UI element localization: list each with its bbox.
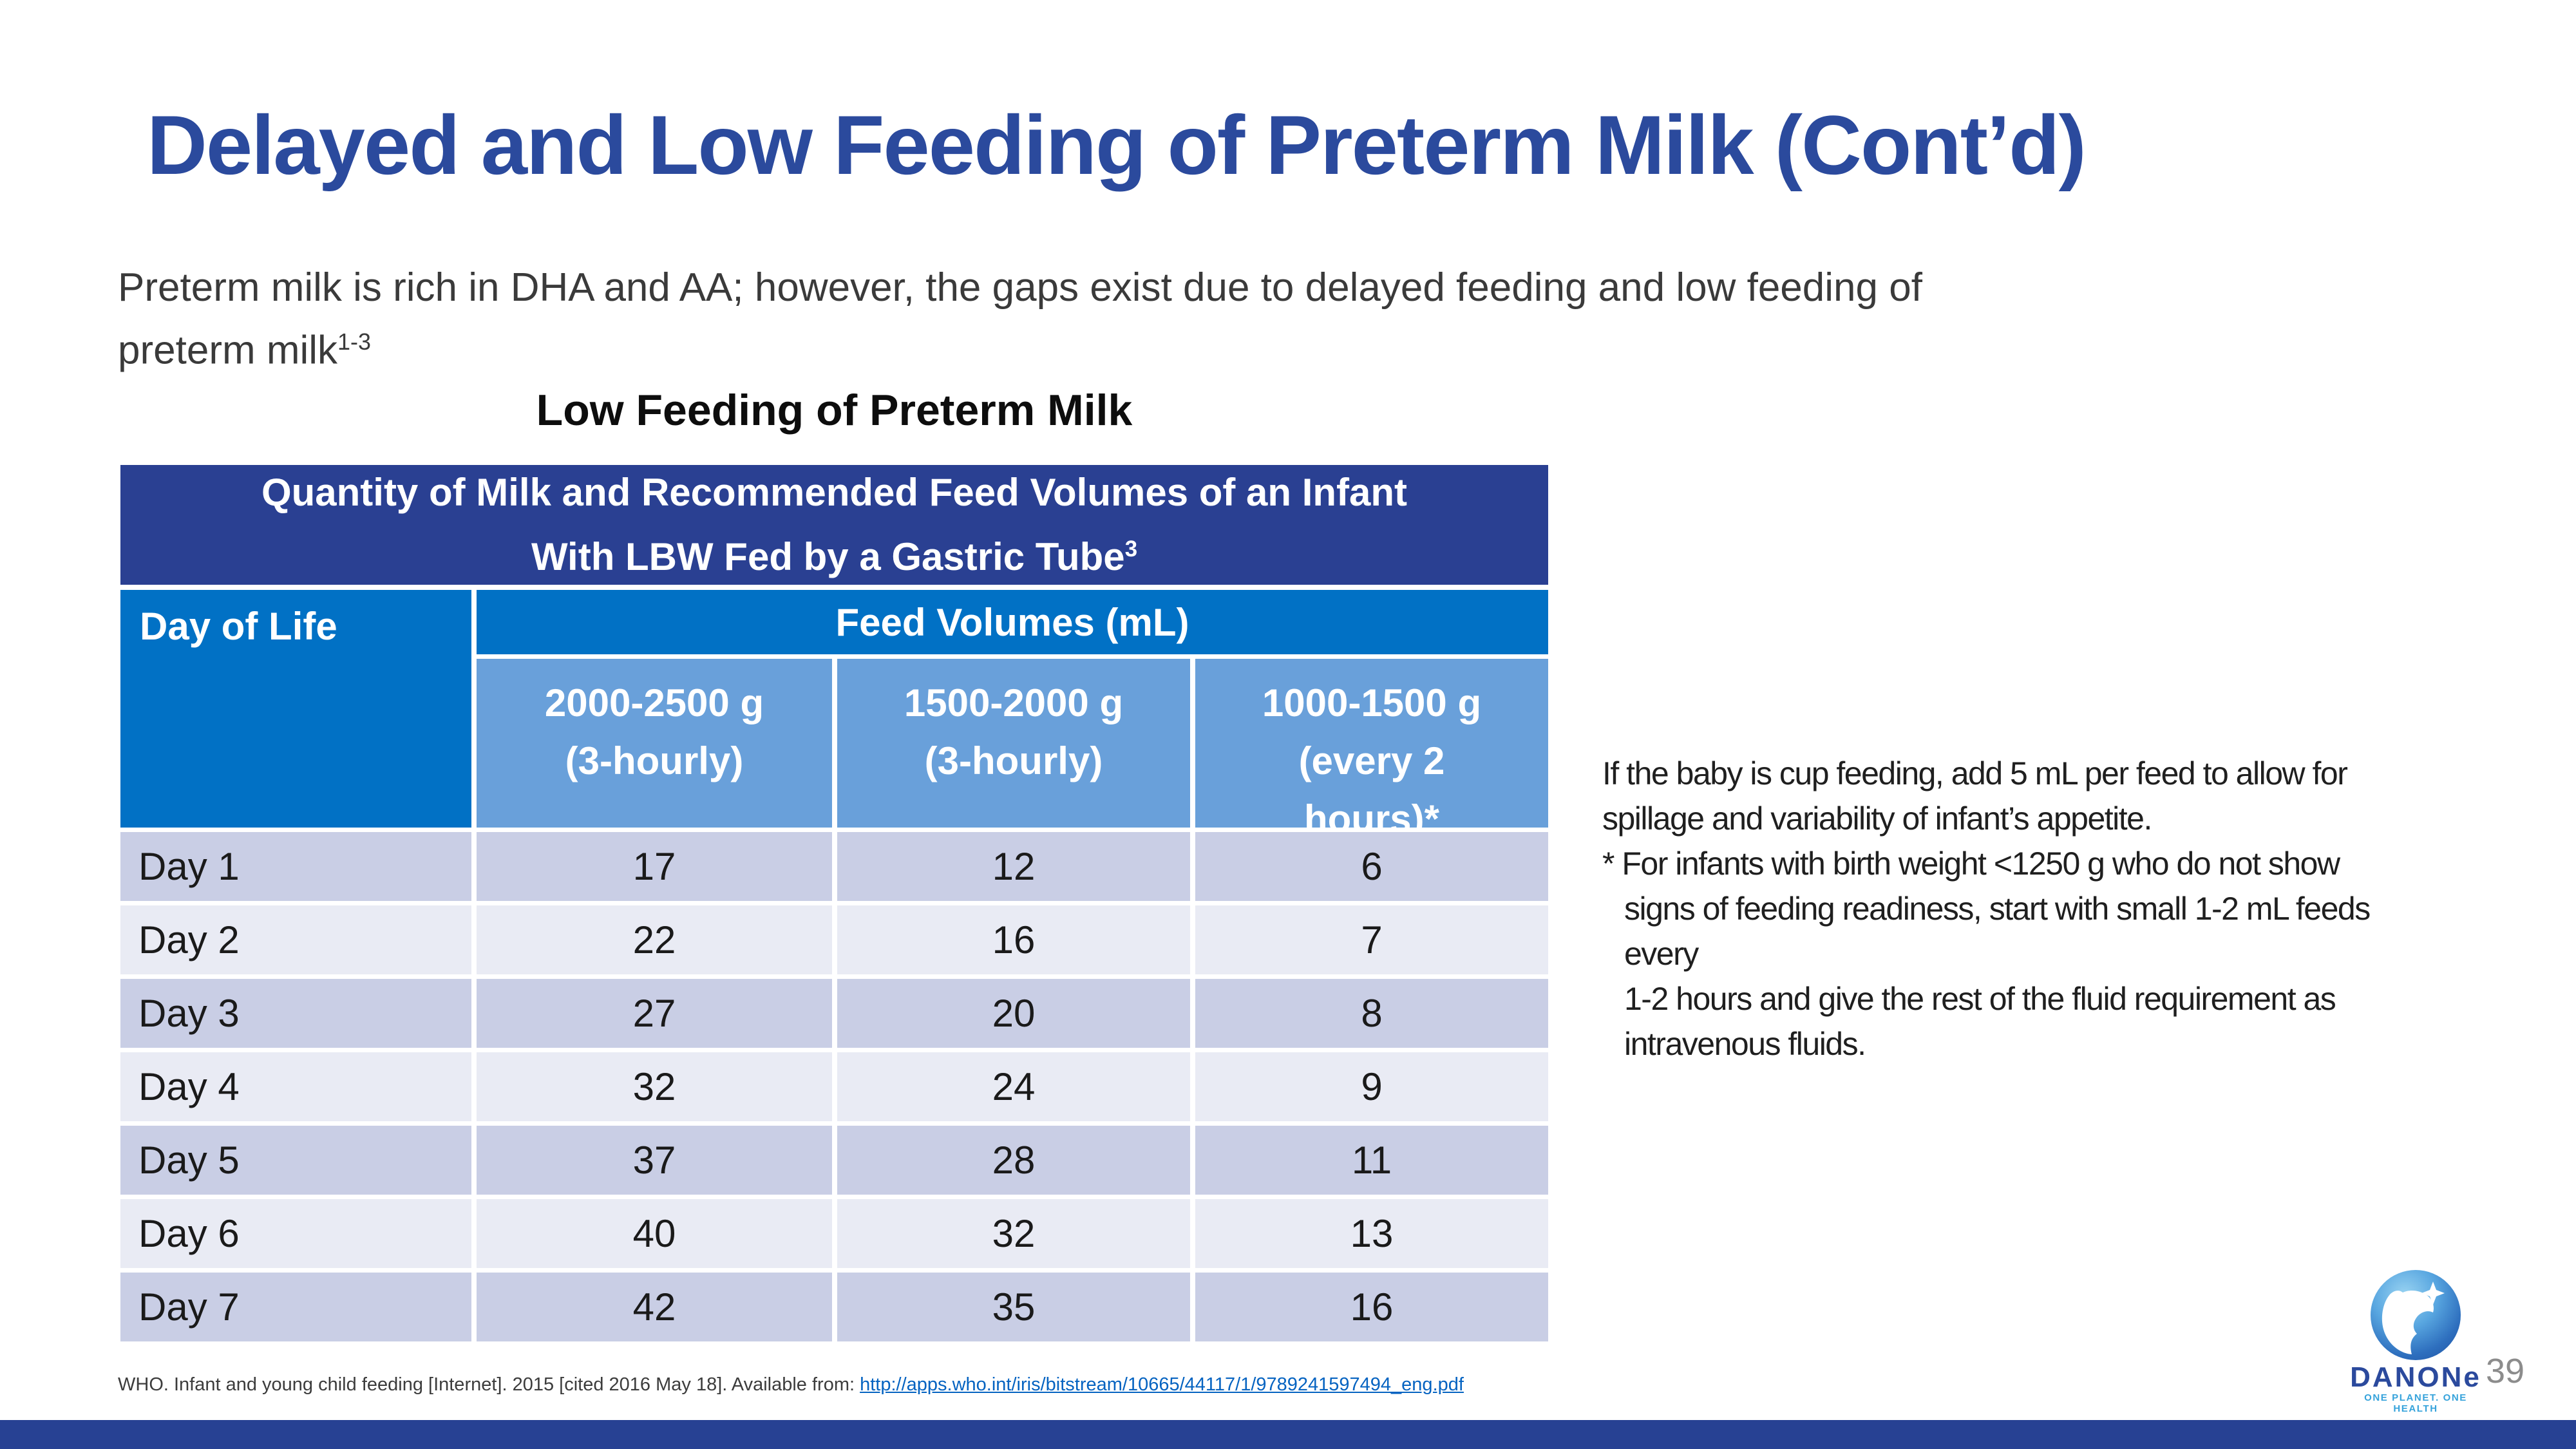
cell-value: 40 bbox=[477, 1199, 832, 1268]
subcol-line: 2000-2500 g bbox=[544, 681, 764, 724]
cell-value: 20 bbox=[837, 979, 1190, 1048]
cell-value: 11 bbox=[1195, 1126, 1548, 1195]
lead-paragraph: Preterm milk is rich in DHA and AA; howe… bbox=[118, 261, 1922, 378]
sidenote-line: 1-2 hours and give the rest of the fluid… bbox=[1624, 981, 2336, 1017]
subcol-line: 1500-2000 g bbox=[904, 681, 1124, 724]
bottom-bar bbox=[0, 1420, 2576, 1449]
cell-value: 32 bbox=[477, 1052, 832, 1121]
table-title-line2: With LBW Fed by a Gastric Tube3 bbox=[531, 521, 1137, 585]
table-title-line2-text: With LBW Fed by a Gastric Tube bbox=[531, 535, 1125, 578]
lead-line2: preterm milk bbox=[118, 328, 338, 373]
table-title-line1: Quantity of Milk and Recommended Feed Vo… bbox=[261, 471, 1408, 514]
subcol-line: (3-hourly) bbox=[565, 739, 744, 782]
cell-value: 16 bbox=[837, 905, 1190, 974]
sidenote-line: spillage and variability of infant’s app… bbox=[1602, 800, 2152, 837]
table-title-superscript: 3 bbox=[1124, 536, 1138, 562]
subcol-line: (3-hourly) bbox=[924, 739, 1103, 782]
cell-value: 27 bbox=[477, 979, 832, 1048]
sidenote-line: signs of feeding readiness, start with s… bbox=[1624, 891, 2371, 927]
cell-value: 24 bbox=[837, 1052, 1190, 1121]
cell-day-label: Day 2 bbox=[120, 905, 471, 974]
cell-value: 6 bbox=[1195, 832, 1548, 901]
child-profile-and-star-icon bbox=[2382, 1282, 2445, 1354]
sidenote-line: intravenous fluids. bbox=[1624, 1026, 1866, 1062]
page-number: 39 bbox=[2486, 1352, 2525, 1390]
cell-value: 16 bbox=[1195, 1273, 1548, 1341]
column-header-weight-1000-1500: 1000-1500 g (every 2 hours)* bbox=[1195, 659, 1548, 840]
page-title: Delayed and Low Feeding of Preterm Milk … bbox=[147, 98, 2087, 192]
feeding-table: Quantity of Milk and Recommended Feed Vo… bbox=[120, 465, 1548, 1341]
cell-value: 35 bbox=[837, 1273, 1190, 1341]
cell-day-label: Day 3 bbox=[120, 979, 471, 1048]
column-header-weight-2000-2500: 2000-2500 g (3-hourly) bbox=[477, 659, 832, 828]
subcol-line: (every 2 bbox=[1298, 739, 1445, 782]
cell-value: 8 bbox=[1195, 979, 1548, 1048]
cell-value: 22 bbox=[477, 905, 832, 974]
globe-icon bbox=[2371, 1270, 2461, 1360]
brand-tagline: ONE PLANET. ONE HEALTH bbox=[2364, 1392, 2467, 1414]
cell-day-label: Day 1 bbox=[120, 832, 471, 901]
sidenote-line: If the baby is cup feeding, add 5 mL per… bbox=[1602, 755, 2348, 791]
cell-day-label: Day 4 bbox=[120, 1052, 471, 1121]
cell-value: 28 bbox=[837, 1126, 1190, 1195]
brand-wordmark: DANONe bbox=[2350, 1361, 2481, 1393]
cell-value: 13 bbox=[1195, 1199, 1548, 1268]
column-header-day-of-life: Day of Life bbox=[120, 590, 471, 828]
sidenote-line: every bbox=[1624, 936, 1699, 972]
lead-superscript: 1-3 bbox=[337, 328, 371, 355]
subcol-line: 1000-1500 g bbox=[1262, 681, 1482, 724]
column-header-weight-1500-2000: 1500-2000 g (3-hourly) bbox=[837, 659, 1190, 828]
table-title-cell: Quantity of Milk and Recommended Feed Vo… bbox=[120, 465, 1548, 585]
cell-value: 9 bbox=[1195, 1052, 1548, 1121]
cell-day-label: Day 7 bbox=[120, 1273, 471, 1341]
sidenote: If the baby is cup feeding, add 5 mL per… bbox=[1602, 751, 2465, 1066]
cell-value: 42 bbox=[477, 1273, 832, 1341]
cell-value: 17 bbox=[477, 832, 832, 901]
table-grid: Day of Life Feed Volumes (mL) 2000-2500 … bbox=[120, 590, 1548, 1341]
citation-text: WHO. Infant and young child feeding [Int… bbox=[118, 1374, 860, 1395]
cell-day-label: Day 6 bbox=[120, 1199, 471, 1268]
cell-value: 32 bbox=[837, 1199, 1190, 1268]
sidenote-line: * For infants with birth weight <1250 g … bbox=[1602, 846, 2340, 882]
column-header-feed-volumes: Feed Volumes (mL) bbox=[477, 590, 1548, 654]
citation-link[interactable]: http://apps.who.int/iris/bitstream/10665… bbox=[860, 1374, 1464, 1395]
lead-line1: Preterm milk is rich in DHA and AA; howe… bbox=[118, 265, 1922, 310]
cell-day-label: Day 5 bbox=[120, 1126, 471, 1195]
footer-citation: WHO. Infant and young child feeding [Int… bbox=[118, 1374, 1464, 1396]
cell-value: 12 bbox=[837, 832, 1190, 901]
table-caption: Low Feeding of Preterm Milk bbox=[536, 386, 1133, 435]
cell-value: 37 bbox=[477, 1126, 832, 1195]
danone-logo: DANONe ONE PLANET. ONE HEALTH bbox=[2349, 1270, 2482, 1414]
cell-value: 7 bbox=[1195, 905, 1548, 974]
